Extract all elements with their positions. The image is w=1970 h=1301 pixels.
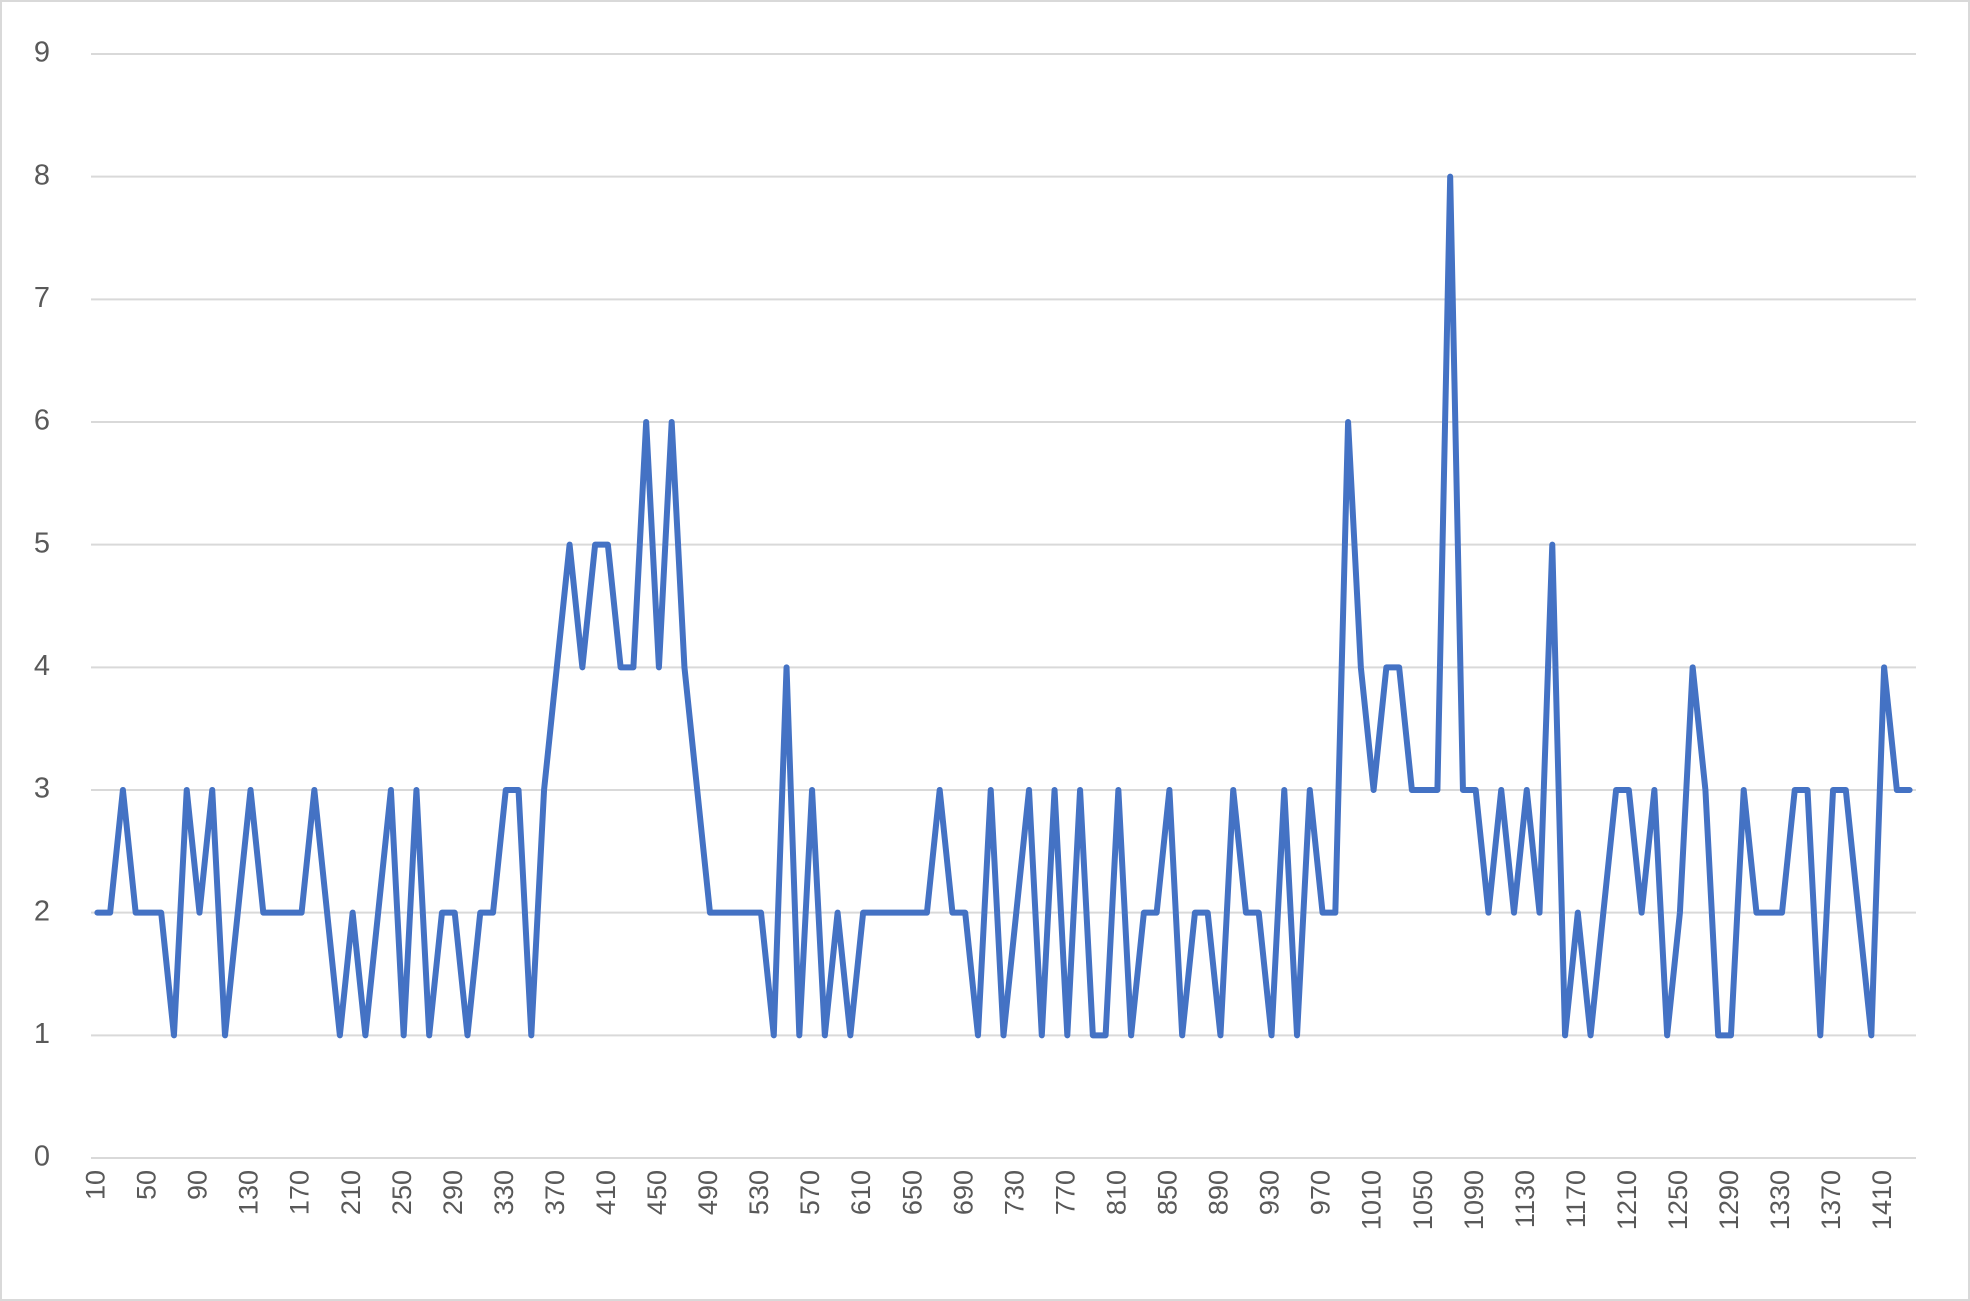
x-tick-label: 90 (183, 1170, 213, 1200)
x-tick-label: 730 (999, 1170, 1029, 1215)
x-tick-label: 450 (642, 1170, 672, 1215)
x-tick-label: 890 (1204, 1170, 1234, 1215)
x-tick-label: 690 (948, 1170, 978, 1215)
x-tick-label: 250 (387, 1170, 417, 1215)
y-tick-label: 2 (34, 895, 50, 927)
x-tick-label: 770 (1050, 1170, 1080, 1215)
x-tick-label: 170 (285, 1170, 315, 1215)
x-tick-label: 290 (438, 1170, 468, 1215)
x-tick-label: 1090 (1459, 1170, 1489, 1230)
x-tick-label: 970 (1306, 1170, 1336, 1215)
x-tick-label: 210 (336, 1170, 366, 1215)
y-tick-label: 1 (34, 1018, 50, 1050)
x-tick-label: 330 (489, 1170, 519, 1215)
y-tick-label: 4 (34, 650, 50, 682)
x-tick-label: 1250 (1663, 1170, 1693, 1230)
x-tick-label: 1010 (1357, 1170, 1387, 1230)
x-tick-label: 570 (795, 1170, 825, 1215)
x-tick-label: 610 (846, 1170, 876, 1215)
y-tick-label: 3 (34, 773, 50, 805)
y-tick-label: 8 (34, 159, 50, 191)
y-tick-label: 9 (34, 37, 50, 69)
x-tick-label: 1290 (1714, 1170, 1744, 1230)
x-tick-label: 130 (234, 1170, 264, 1215)
y-tick-label: 6 (34, 405, 50, 437)
x-tick-label: 370 (540, 1170, 570, 1215)
x-tick-label: 1210 (1612, 1170, 1642, 1230)
x-tick-label: 1050 (1408, 1170, 1438, 1230)
x-tick-label: 810 (1101, 1170, 1131, 1215)
x-tick-label: 1330 (1765, 1170, 1795, 1230)
y-tick-label: 7 (34, 282, 50, 314)
y-tick-label: 5 (34, 527, 50, 559)
y-tick-label: 0 (34, 1141, 50, 1173)
x-tick-label: 850 (1153, 1170, 1183, 1215)
x-tick-label: 50 (132, 1170, 162, 1200)
x-tick-label: 930 (1255, 1170, 1285, 1215)
x-tick-label: 410 (591, 1170, 621, 1215)
data-line (94, 173, 1913, 1039)
x-tick-label: 1410 (1867, 1170, 1897, 1230)
x-tick-label: 1130 (1510, 1170, 1540, 1228)
x-tick-label: 1170 (1561, 1170, 1591, 1228)
x-tick-label: 490 (693, 1170, 723, 1215)
x-tick-label: 530 (744, 1170, 774, 1215)
x-tick-label: 1370 (1816, 1170, 1846, 1230)
x-tick-label: 650 (897, 1170, 927, 1215)
x-tick-label: 10 (81, 1170, 111, 1200)
